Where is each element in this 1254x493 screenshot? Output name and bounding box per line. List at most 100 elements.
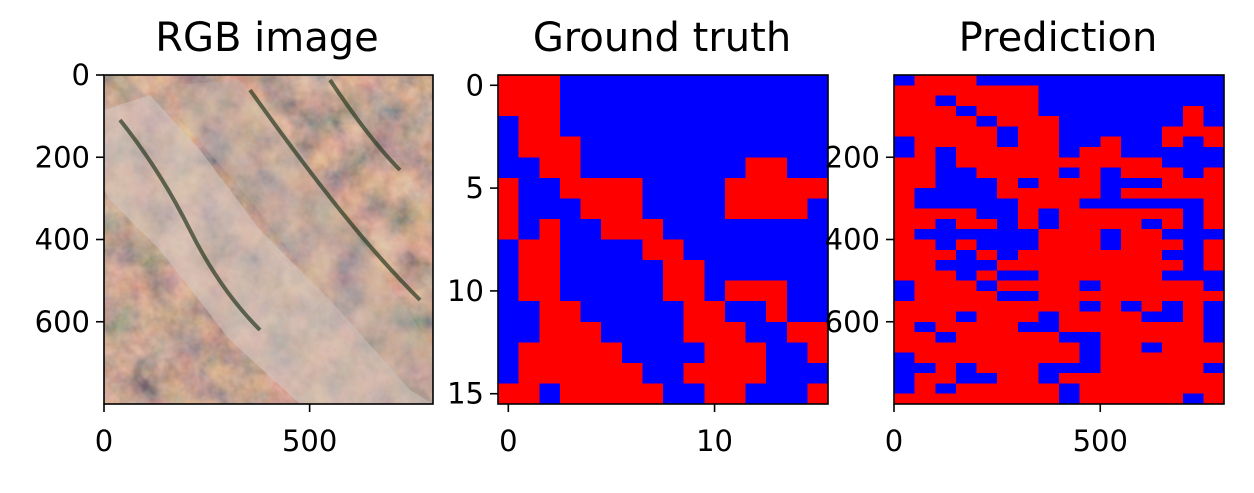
heatmap-cell — [1162, 311, 1184, 323]
heatmap-cell — [1079, 157, 1101, 169]
heatmap-cell — [1182, 332, 1204, 343]
heatmap-cell — [807, 75, 829, 97]
y-tick-label: 200 — [825, 140, 880, 174]
heatmap-cell — [1182, 95, 1204, 107]
heatmap-cell — [1038, 167, 1060, 179]
heatmap-cell — [1079, 105, 1101, 117]
heatmap-cell — [1100, 188, 1122, 199]
heatmap-cell — [786, 198, 808, 220]
heatmap-cell — [894, 136, 916, 148]
heatmap-cell — [1141, 373, 1163, 385]
heatmap-cell — [1079, 342, 1101, 354]
heatmap-cell — [663, 301, 685, 323]
heatmap-cell — [1038, 85, 1060, 97]
heatmap-cell — [704, 218, 726, 241]
heatmap-cell — [766, 95, 788, 117]
heatmap-cell — [518, 177, 540, 199]
heatmap-cell — [914, 85, 936, 97]
heatmap-cell — [997, 116, 1019, 128]
heatmap-cell — [1079, 239, 1101, 251]
heatmap-cell — [997, 157, 1019, 169]
heatmap-cell — [807, 177, 829, 199]
heatmap-cell — [955, 157, 978, 169]
heatmap-cell — [1100, 116, 1122, 128]
heatmap-cell — [1120, 177, 1143, 189]
heatmap-cell — [1120, 157, 1143, 169]
heatmap-cell — [1203, 85, 1225, 97]
heatmap-cell — [1079, 373, 1101, 385]
heatmap-cell — [601, 198, 623, 220]
heatmap-cell — [1182, 280, 1204, 292]
heatmap-cell — [1182, 177, 1204, 189]
heatmap-cell — [914, 218, 936, 230]
heatmap-cell — [1141, 290, 1163, 302]
heatmap-cell — [1017, 270, 1039, 282]
heatmap-cell — [1203, 383, 1225, 395]
heatmap-cell — [663, 198, 685, 220]
heatmap-cell — [724, 383, 747, 405]
heatmap-cell — [976, 352, 998, 364]
heatmap-cell — [894, 229, 916, 241]
heatmap-cell — [786, 136, 808, 158]
heatmap-cell — [997, 352, 1019, 364]
heatmap-cell — [580, 321, 602, 343]
heatmap-cell — [683, 218, 705, 241]
heatmap-cell — [601, 321, 623, 343]
heatmap-cell — [559, 362, 582, 385]
heatmap-cell — [498, 301, 520, 323]
heatmap-cell — [1203, 208, 1225, 220]
heatmap-cell — [955, 167, 978, 179]
heatmap-cell — [1141, 95, 1163, 107]
heatmap-cell — [663, 218, 685, 241]
heatmap-cell — [724, 342, 747, 364]
heatmap-cell — [1182, 157, 1204, 169]
heatmap-cell — [745, 362, 767, 385]
heatmap-cell — [539, 75, 561, 97]
heatmap-cell — [786, 383, 808, 405]
heatmap-cell — [1162, 229, 1184, 241]
heatmap-cell — [1203, 280, 1225, 292]
heatmap-cell — [1203, 177, 1225, 189]
heatmap-cell — [1017, 177, 1039, 189]
heatmap-cell — [1038, 136, 1060, 148]
heatmap-cell — [1162, 342, 1184, 354]
y-tick-label: 200 — [35, 140, 90, 174]
heatmap-cell — [894, 362, 916, 374]
heatmap-cell — [1059, 352, 1081, 364]
heatmap-cell — [745, 383, 767, 405]
heatmap-cell — [807, 321, 829, 343]
heatmap-cell — [683, 342, 705, 364]
heatmap-cell — [704, 383, 726, 405]
heatmap-cell — [704, 116, 726, 138]
heatmap-cell — [1059, 393, 1081, 405]
heatmap-cell — [935, 85, 957, 97]
heatmap-cell — [601, 75, 623, 97]
heatmap-cell — [1182, 373, 1204, 385]
heatmap-cell — [766, 239, 788, 261]
heatmap-cell — [1182, 260, 1204, 271]
heatmap-cell — [935, 75, 957, 86]
heatmap-cell — [704, 280, 726, 302]
heatmap-cell — [1059, 198, 1081, 210]
heatmap-cell — [1120, 352, 1143, 364]
heatmap-cell — [580, 260, 602, 282]
heatmap-cell — [601, 260, 623, 282]
heatmap-cell — [1162, 218, 1184, 230]
heatmap-cell — [1059, 239, 1081, 251]
heatmap-cell — [997, 177, 1019, 189]
heatmap-cell — [1059, 229, 1081, 241]
heatmap-cell — [1141, 383, 1163, 395]
heatmap-cell — [745, 239, 767, 261]
heatmap-cell — [1079, 177, 1101, 189]
heatmap-cell — [1120, 249, 1143, 261]
heatmap-cell — [1059, 342, 1081, 354]
heatmap-cell — [935, 342, 957, 354]
heatmap-cell — [1079, 198, 1101, 210]
heatmap-cell — [914, 157, 936, 169]
heatmap-cell — [1038, 116, 1060, 128]
heatmap-cell — [1162, 260, 1184, 271]
heatmap-cell — [807, 136, 829, 158]
heatmap-cell — [976, 373, 998, 385]
heatmap-cell — [745, 218, 767, 241]
heatmap-cell — [1120, 280, 1143, 292]
